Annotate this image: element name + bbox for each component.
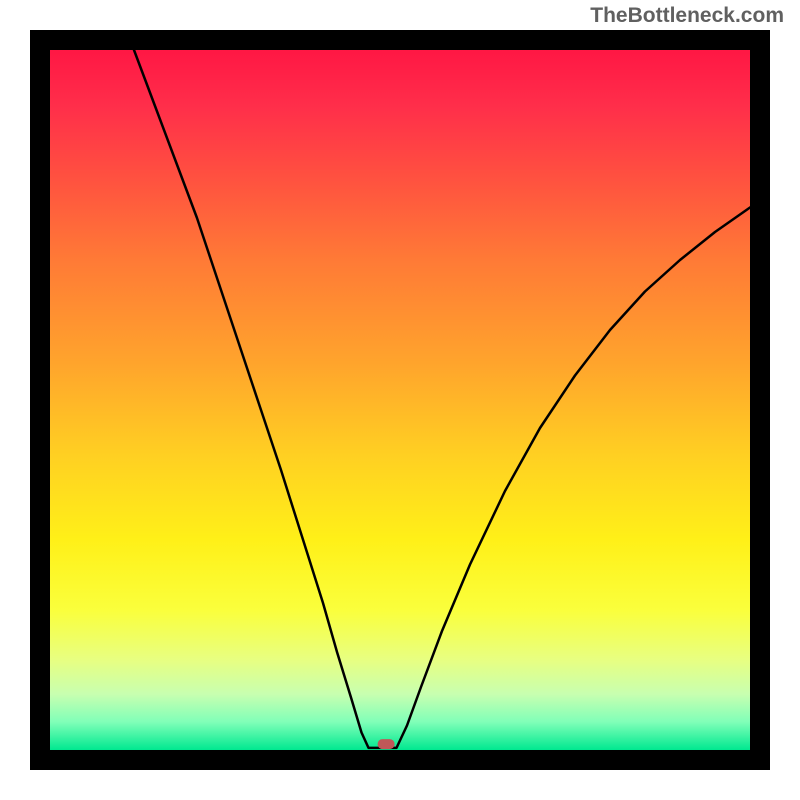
frame-top bbox=[30, 30, 770, 50]
chart-container: TheBottleneck.com bbox=[0, 0, 800, 800]
frame-left bbox=[30, 30, 50, 770]
bottleneck-curve bbox=[50, 50, 750, 750]
watermark-text: TheBottleneck.com bbox=[590, 4, 784, 28]
optimum-marker bbox=[378, 739, 395, 749]
frame-bottom bbox=[30, 750, 770, 770]
plot-area bbox=[50, 50, 750, 750]
frame-right bbox=[750, 30, 770, 770]
